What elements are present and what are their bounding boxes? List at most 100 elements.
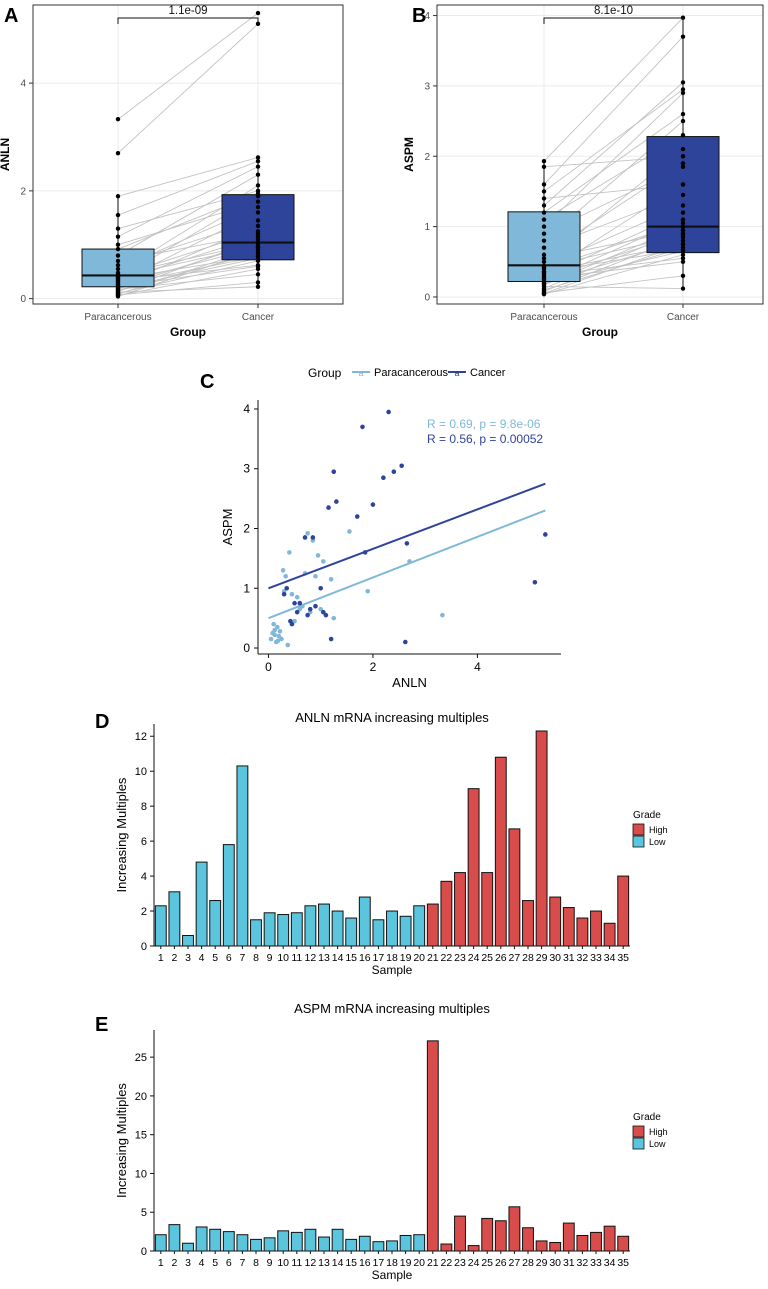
bar [154, 1234, 167, 1252]
data-point [115, 270, 121, 275]
bar [222, 844, 235, 947]
bar [331, 1228, 344, 1252]
x-tick-label: 5 [212, 1257, 218, 1269]
data-point [541, 265, 547, 270]
data-point [115, 117, 121, 122]
data-point [255, 284, 261, 289]
bar [494, 1220, 507, 1252]
bar [304, 905, 317, 947]
data-point [541, 196, 547, 201]
scatter-point-cancer [284, 585, 290, 591]
data-point [680, 224, 686, 229]
x-tick-label: 20 [413, 952, 425, 964]
x-tick-label: 22 [441, 1257, 453, 1269]
data-point [680, 242, 686, 247]
bar [168, 891, 181, 947]
data-point [255, 199, 261, 204]
bar [345, 1238, 358, 1252]
bar [467, 1245, 480, 1252]
scatter-point-cancer [354, 514, 360, 519]
scatter-point-paracancerous [275, 624, 280, 630]
bar [182, 935, 194, 947]
x-tick-label: 15 [345, 1257, 357, 1269]
data-point [680, 147, 686, 152]
data-point [680, 238, 686, 243]
scatter-point-paracancerous [305, 530, 310, 536]
bar [195, 1226, 208, 1252]
paired-line [117, 160, 259, 216]
data-point [541, 252, 547, 257]
data-point [255, 183, 261, 188]
data-point [115, 226, 121, 231]
scatter-point-cancer [323, 612, 329, 618]
data-point [255, 280, 261, 285]
bar [426, 903, 439, 947]
x-tick-label: 25 [481, 952, 493, 964]
x-tick-label: 11 [291, 952, 302, 964]
scatter-point-paracancerous [287, 550, 292, 555]
bar [481, 872, 494, 947]
x-tick-label: 23 [454, 1257, 466, 1269]
paired-line [117, 174, 259, 256]
scatter-point-cancer [334, 499, 339, 504]
scatter-point-cancer [307, 606, 313, 612]
scatter-point-cancer [328, 636, 334, 642]
data-point [255, 272, 261, 277]
scatter-point-cancer [399, 463, 404, 469]
x-tick-label: 26 [495, 1257, 507, 1269]
legend-entry: Low [649, 1139, 666, 1149]
bar [562, 907, 575, 947]
data-point [680, 220, 686, 226]
correlation-annotation: R = 0.56, p = 0.00052 [427, 432, 543, 446]
x-tick-label: 10 [277, 952, 289, 964]
legend-entry: Low [649, 837, 666, 847]
x-tick-label: 26 [495, 952, 507, 964]
y-tick-label: 10 [135, 1168, 147, 1180]
x-tick-label: 22 [441, 952, 453, 964]
x-tick-label: 2 [171, 1257, 177, 1269]
data-point [115, 212, 121, 218]
y-tick-label: 10 [135, 766, 147, 778]
data-point [541, 224, 547, 229]
data-point [255, 159, 261, 164]
legend-entry: High [649, 825, 668, 835]
scatter-point-cancer [386, 409, 391, 415]
p-value-label: 8.1e-10 [594, 5, 633, 17]
paired-line [117, 166, 259, 238]
data-point [541, 231, 547, 236]
bar [426, 1040, 439, 1252]
scatter-point-paracancerous [275, 638, 281, 644]
bar [168, 1224, 181, 1252]
bar [508, 828, 521, 947]
scatter-point-paracancerous [285, 642, 291, 648]
data-point [541, 217, 547, 222]
data-point [255, 188, 261, 194]
y-tick-label: 25 [135, 1052, 147, 1064]
x-tick-label: 8 [253, 952, 259, 964]
data-point [541, 276, 547, 281]
scatter-point-paracancerous [292, 618, 297, 624]
x-axis-title: Sample [372, 963, 413, 977]
x-tick-label: 24 [468, 952, 480, 964]
data-point [680, 232, 686, 238]
data-point [541, 210, 547, 215]
scatter-point-cancer [321, 609, 326, 615]
x-tick-label: 13 [318, 1257, 330, 1269]
data-point [680, 210, 686, 215]
x-tick-label: 17 [373, 1257, 385, 1269]
x-tick-label: 7 [239, 952, 245, 964]
x-tick-label: 2 [370, 660, 377, 674]
x-tick-label: 29 [536, 952, 548, 964]
x-tick-label: 7 [239, 1257, 245, 1269]
legend-entry: High [649, 1127, 668, 1137]
data-point [115, 194, 121, 199]
chart-aspm-boxplot: 0 1 2 3 4 8.1e-10 Paracancerous Cancer Group ASPM [402, 4, 764, 339]
bar [290, 912, 303, 947]
data-point [255, 210, 261, 215]
x-tick-label: 10 [277, 1257, 289, 1269]
scatter-point-cancer [326, 505, 331, 510]
bar [522, 1227, 534, 1252]
scatter-point-paracancerous [279, 636, 284, 642]
y-tick-label: 4 [424, 11, 430, 22]
y-tick-label: 4 [141, 871, 147, 883]
